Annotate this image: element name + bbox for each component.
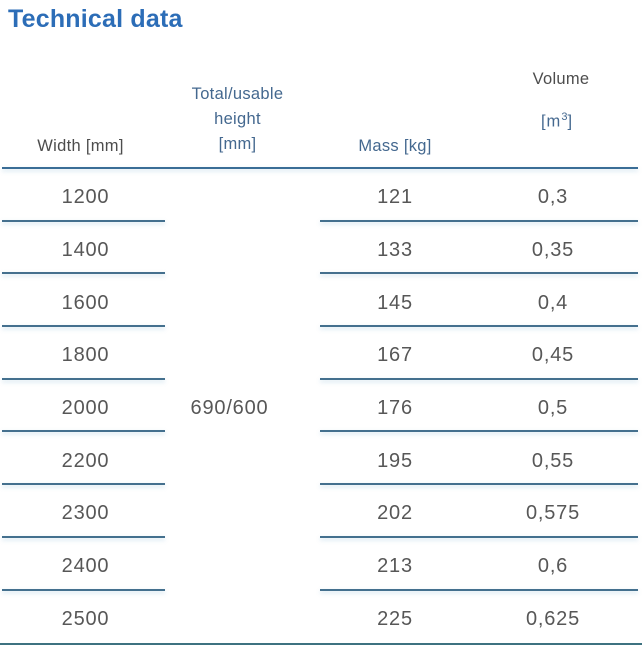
width-cell: 2200 — [61, 449, 110, 472]
width-cell: 2300 — [61, 502, 110, 525]
table-row: 1200 121 0,3 — [0, 169, 642, 222]
width-cell: 1200 — [61, 186, 110, 209]
height-cell — [165, 404, 318, 409]
width-cell: 1800 — [61, 344, 110, 367]
volume-cell: 0,6 — [537, 555, 569, 578]
header-divider — [2, 167, 638, 169]
height-cell — [165, 246, 318, 251]
mass-cell: 121 — [377, 186, 413, 209]
mass-cell: 167 — [377, 344, 413, 367]
row-divider-left — [2, 535, 165, 538]
row-divider-right — [320, 430, 638, 433]
row-divider-right — [320, 535, 638, 538]
table-row: 1800 167 0,45 — [0, 327, 642, 380]
column-header-width: Width [mm] — [37, 137, 124, 155]
table-row: 2300 202 0,575 — [0, 485, 642, 538]
row-divider-right — [320, 272, 638, 275]
height-cell — [165, 456, 318, 461]
row-divider-left — [2, 483, 165, 486]
height-cell — [165, 614, 318, 619]
column-header-height: Total/usable height [mm] — [161, 82, 314, 157]
column-header-height-line1: Total/usable — [191, 85, 284, 103]
table-row: 2400 213 0,6 — [0, 538, 642, 591]
height-cell — [165, 193, 318, 198]
volume-cell: 0,5 — [537, 397, 569, 420]
column-header-height-unit: [mm] — [218, 135, 257, 153]
width-cell: 2000 — [61, 397, 110, 420]
table-row: 2500 225 0,625 — [0, 591, 642, 644]
height-cell — [165, 562, 318, 567]
volume-cell: 0,55 — [531, 449, 575, 472]
mass-cell: 145 — [377, 291, 413, 314]
column-header-volume: Volume [m3] — [480, 68, 642, 133]
table-row: 2000 176 0,5 — [0, 380, 642, 433]
mass-cell: 176 — [377, 397, 413, 420]
height-cell — [165, 351, 318, 356]
table-row: 2200 195 0,55 — [0, 432, 642, 486]
table-row: 1600 145 0,4 — [0, 274, 642, 328]
row-divider-right — [320, 588, 638, 591]
row-divider-left — [2, 430, 165, 433]
page-title: Technical data — [8, 5, 183, 33]
volume-cell: 0,625 — [525, 607, 581, 630]
volume-cell: 0,575 — [525, 502, 581, 525]
row-divider-left — [2, 219, 165, 222]
row-divider-left — [2, 325, 165, 328]
width-cell: 2500 — [61, 607, 110, 630]
column-header-volume-unit: [m3] — [540, 110, 574, 131]
mass-cell: 202 — [377, 502, 413, 525]
width-cell: 2400 — [61, 555, 110, 578]
table-body: 690/600 1200 121 0,3 1400 133 0,35 1600 … — [0, 169, 642, 646]
column-header-volume-label: Volume — [532, 69, 590, 88]
height-cell — [165, 509, 318, 514]
mass-cell: 225 — [377, 607, 413, 630]
row-divider-left — [2, 377, 165, 380]
mass-cell: 213 — [377, 555, 413, 578]
row-divider-right — [320, 325, 638, 328]
row-divider-left — [2, 588, 165, 591]
row-divider-left — [2, 272, 165, 275]
volume-cell: 0,3 — [537, 186, 569, 209]
column-header-height-line2: height — [214, 110, 261, 128]
volume-cell: 0,4 — [537, 291, 569, 314]
mass-cell: 133 — [377, 239, 413, 262]
row-divider-right — [320, 483, 638, 486]
column-header-mass: Mass [kg] — [358, 137, 432, 155]
volume-cell: 0,45 — [531, 344, 575, 367]
mass-cell: 195 — [377, 449, 413, 472]
height-merged-cell: 690/600 — [190, 397, 269, 420]
row-divider-right — [320, 377, 638, 380]
width-cell: 1600 — [61, 291, 110, 314]
volume-cell: 0,35 — [531, 239, 575, 262]
table-header-row: Width [mm] Total/usable height [mm] Mass… — [0, 34, 642, 169]
row-divider-right — [320, 219, 638, 222]
width-cell: 1400 — [61, 239, 110, 262]
height-cell — [165, 298, 318, 303]
table-row: 1400 133 0,35 — [0, 222, 642, 275]
